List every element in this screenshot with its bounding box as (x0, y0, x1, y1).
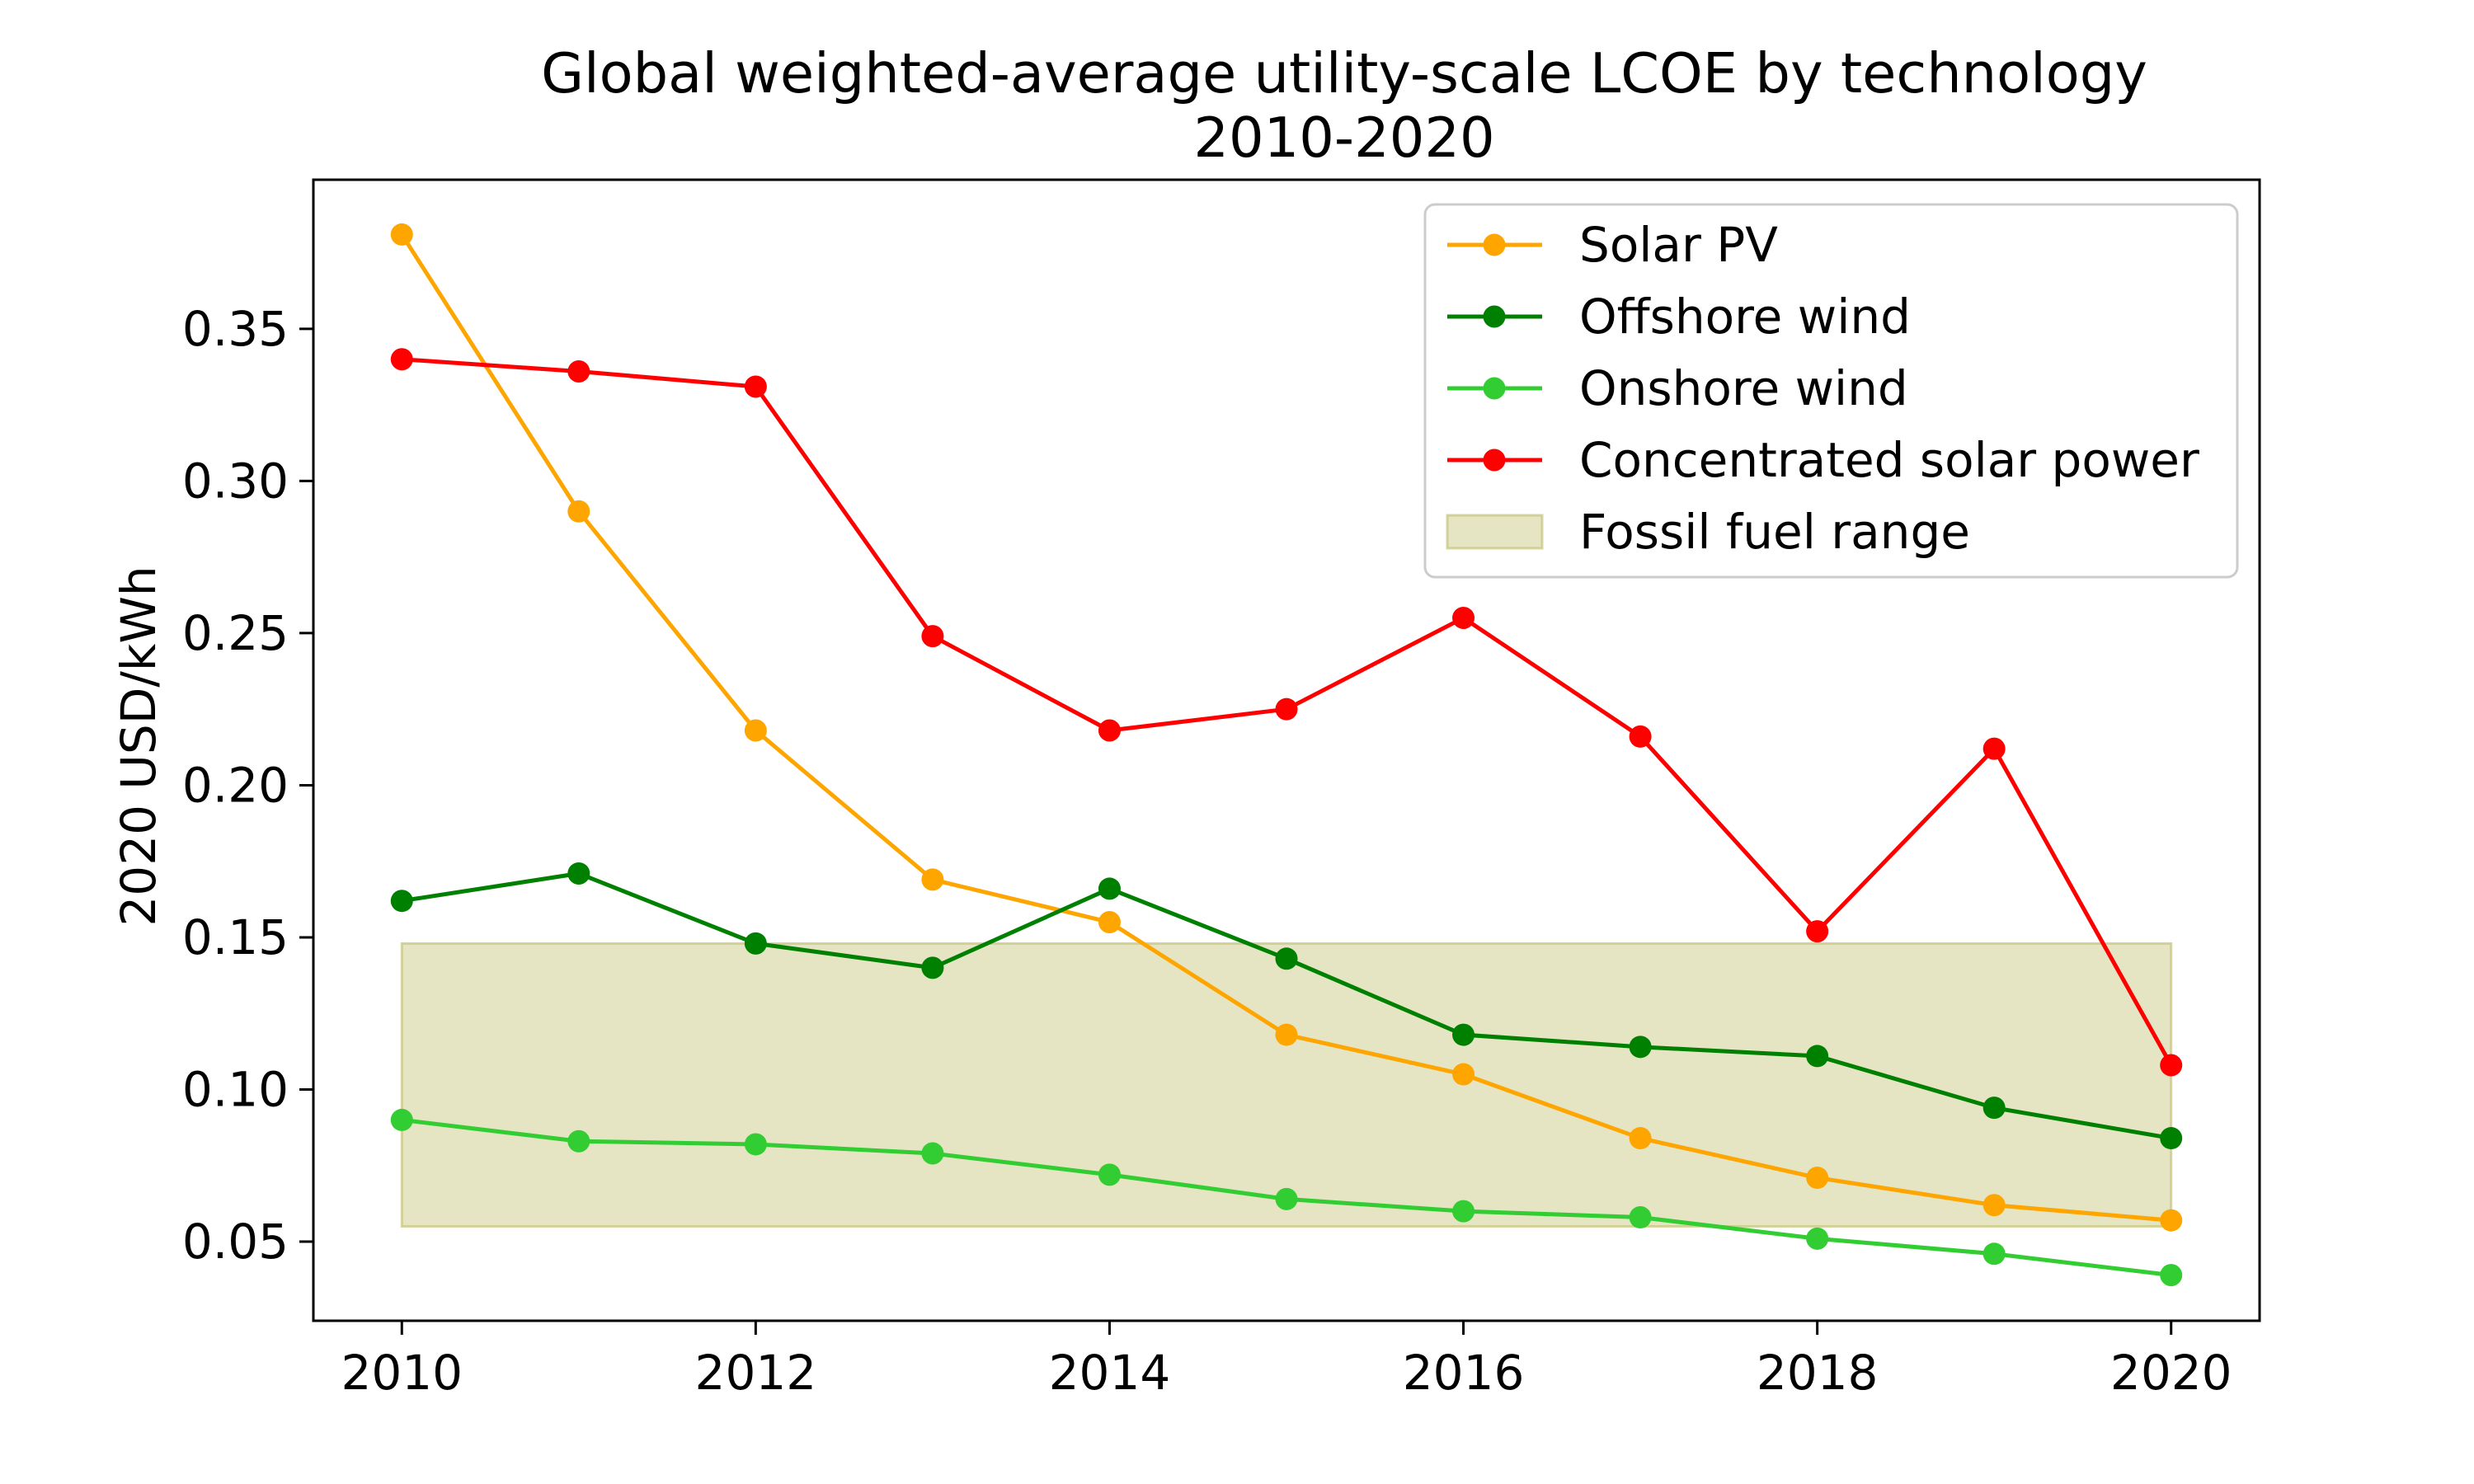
data-point-onshore-wind (1629, 1206, 1652, 1229)
data-point-solar-pv (1452, 1063, 1475, 1086)
data-point-offshore-wind (921, 956, 944, 979)
data-point-solar-pv (1982, 1194, 2006, 1217)
data-point-onshore-wind (2160, 1264, 2183, 1287)
data-point-solar-pv (1629, 1127, 1652, 1150)
data-point-solar-pv (1098, 911, 1121, 934)
plot-frame (312, 178, 2261, 1322)
data-point-solar-pv (744, 719, 767, 742)
chart-subtitle: 2010-2020 (1193, 106, 1494, 170)
data-point-offshore-wind (1982, 1097, 2006, 1120)
data-point-onshore-wind (1806, 1227, 1829, 1250)
legend-marker-solar-pv (1483, 233, 1506, 256)
data-point-offshore-wind (1806, 1045, 1829, 1068)
data-point-offshore-wind (1452, 1023, 1475, 1046)
data-point-offshore-wind (567, 862, 590, 885)
legend-swatch-fossil-fuel-range (1446, 514, 1544, 550)
data-point-concentrated-solar-power (744, 375, 767, 398)
x-tick-label: 2012 (695, 1345, 817, 1401)
data-point-concentrated-solar-power (1098, 719, 1121, 742)
data-point-concentrated-solar-power (390, 348, 413, 371)
fossil-fuel-band (400, 942, 2173, 1228)
plot-area: 2010 2012 2014 2016 2018 2020 0.05 0.10 0.15 0.20… (182, 178, 2261, 1401)
data-point-concentrated-solar-power (1275, 697, 1298, 721)
data-point-onshore-wind (567, 1129, 590, 1153)
data-point-concentrated-solar-power (1806, 920, 1829, 943)
y-tick-label: 0.20 (182, 757, 289, 813)
data-point-offshore-wind (744, 932, 767, 955)
y-tick-label: 0.30 (182, 453, 289, 509)
data-point-onshore-wind (921, 1142, 944, 1165)
x-tick-label: 2016 (1403, 1345, 1525, 1401)
y-tick-label: 0.35 (182, 301, 289, 357)
x-tick-label: 2018 (1757, 1345, 1879, 1401)
legend-label-fossil-fuel-range: Fossil fuel range (1579, 504, 1970, 560)
y-tick-label: 0.05 (182, 1214, 289, 1270)
data-point-solar-pv (567, 500, 590, 523)
chart-title: Global weighted-average utility-scale LC… (541, 41, 2147, 106)
data-point-solar-pv (2160, 1209, 2183, 1232)
data-point-concentrated-solar-power (1982, 737, 2006, 760)
y-axis-label: 2020 USD/kWh (111, 566, 167, 926)
data-point-solar-pv (921, 868, 944, 891)
data-point-concentrated-solar-power (2160, 1054, 2183, 1077)
x-tick-label: 2014 (1049, 1345, 1171, 1401)
data-point-onshore-wind (1452, 1200, 1475, 1223)
legend-label-solar-pv: Solar PV (1579, 217, 1778, 273)
data-point-onshore-wind (390, 1108, 413, 1131)
data-point-onshore-wind (1098, 1163, 1121, 1186)
data-point-offshore-wind (1098, 877, 1121, 900)
data-point-solar-pv (1275, 1023, 1298, 1046)
data-point-concentrated-solar-power (1452, 606, 1475, 629)
legend-label-offshore-wind: Offshore wind (1579, 289, 1911, 345)
data-point-concentrated-solar-power (567, 360, 590, 383)
data-point-offshore-wind (1629, 1036, 1652, 1059)
y-tick-label: 0.15 (182, 909, 289, 965)
legend-marker-offshore-wind (1483, 305, 1506, 328)
data-point-concentrated-solar-power (1629, 725, 1652, 748)
x-tick-label: 2020 (2110, 1345, 2232, 1401)
legend-marker-onshore-wind (1483, 377, 1506, 400)
data-point-offshore-wind (1275, 947, 1298, 970)
data-point-solar-pv (390, 223, 413, 246)
data-point-solar-pv (1806, 1167, 1829, 1190)
y-tick-label: 0.10 (182, 1062, 289, 1118)
data-point-offshore-wind (390, 890, 413, 913)
y-tick-label: 0.25 (182, 605, 289, 661)
legend-marker-concentrated-solar-power (1483, 448, 1506, 472)
data-point-concentrated-solar-power (921, 625, 944, 648)
data-point-offshore-wind (2160, 1127, 2183, 1150)
legend-label-concentrated-solar-power: Concentrated solar power (1579, 432, 2199, 488)
legend-label-onshore-wind: Onshore wind (1579, 360, 1908, 416)
x-tick-label: 2010 (341, 1345, 463, 1401)
data-point-onshore-wind (1275, 1187, 1298, 1210)
data-point-onshore-wind (1982, 1242, 2006, 1266)
legend: Solar PV Offshore wind Onshore wind Concent… (1423, 203, 2239, 579)
data-point-onshore-wind (744, 1133, 767, 1156)
legend-box (1423, 203, 2239, 579)
